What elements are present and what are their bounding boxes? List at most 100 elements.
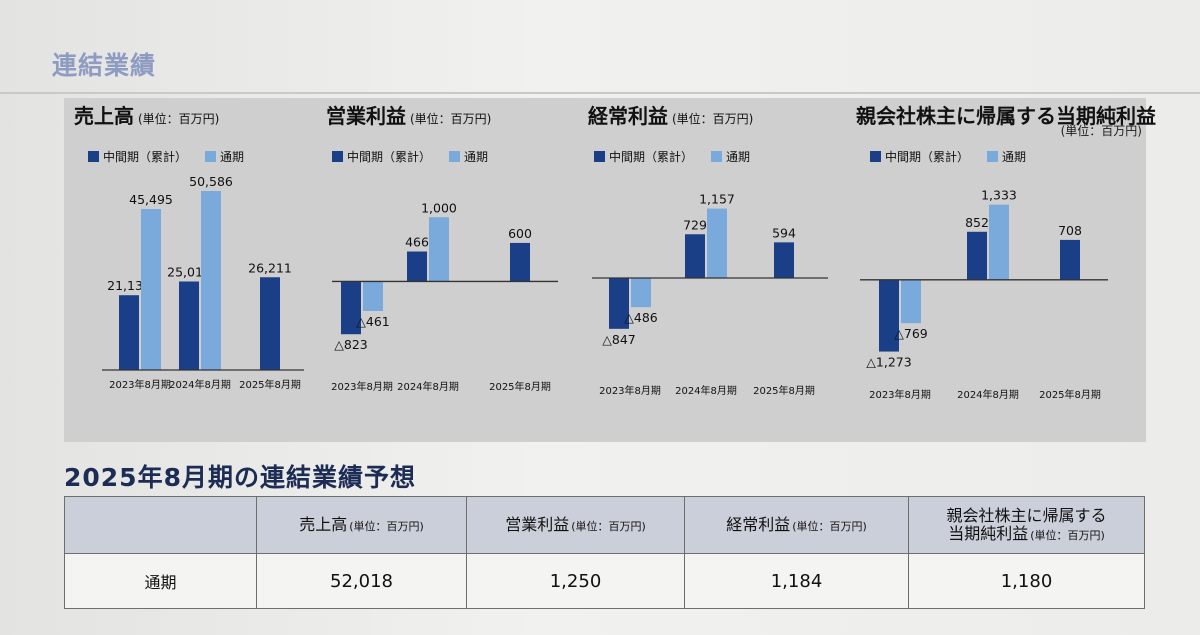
chart-title-text: 親会社株主に帰属する当期純利益 [856,104,1156,128]
data-label: 600 [508,226,532,241]
forecast-table: 売上高 (単位：百万円) 営業利益 (単位：百万円) 経常利益 (単位：百万円) 親会… [64,496,1145,609]
bar-interim-1 [967,231,987,280]
header-label: 親会社株主に帰属する [946,505,1107,525]
tick-label: 2024年8月期 [169,378,231,391]
section-title: 連結業績 [52,51,157,80]
table-header-operating-profit: 営業利益 (単位：百万円) [466,496,685,554]
chart-ordinary-profit: 経常利益 (単位：百万円) 中間期（累計） 通期 △847 △486 2023年8月期… [588,98,828,442]
data-label: 594 [772,225,796,240]
forecast-title: 2025年8月期の連結業績予想 [64,463,416,492]
chart-legend: 中間期（累計） 通期 [870,148,1026,165]
chart-plot: △1,273 △769 2023年8月期 852 1,333 2024年8月期 708 202… [860,188,1108,401]
data-label: 466 [405,235,429,250]
chart-title: 親会社株主に帰属する当期純利益 [856,100,1156,129]
tick-label: 2024年8月期 [957,388,1019,401]
tick-label: 2023年8月期 [599,384,661,397]
tick-label: 2023年8月期 [109,378,171,391]
tick-label: 2024年8月期 [397,380,459,393]
bar-interim-2 [260,277,280,370]
chart-title: 経常利益 (単位：百万円) [588,100,753,129]
legend-label-interim: 中間期（累計） [885,150,970,164]
table-cell-sales: 52,018 [256,553,467,609]
bar-interim-2 [1060,239,1080,280]
data-label: 50,586 [189,174,233,189]
table-header-sales: 売上高 (単位：百万円) [256,496,467,554]
chart-unit: (単位：百万円) [410,112,492,126]
data-label: 1,333 [981,188,1017,203]
data-label: 852 [965,215,989,230]
row-label: 通期 [64,553,257,609]
data-label: 26,211 [248,260,292,275]
bar-full-1 [201,191,221,370]
data-label: △486 [624,310,658,325]
data-label: △1,273 [866,355,911,370]
chart-title-text: 営業利益 [326,104,406,128]
data-label: 21,132 [107,278,151,293]
tick-label: 2023年8月期 [331,380,393,393]
header-unit: (単位：百万円) [1030,529,1105,542]
data-label: 25,014 [167,264,211,279]
tick-label: 2025年8月期 [1039,388,1101,401]
data-label: △769 [894,326,928,341]
header-unit: (単位：百万円) [792,519,867,533]
tick-label: 2023年8月期 [869,388,931,401]
chart-title: 営業利益 (単位：百万円) [326,100,491,129]
bar-interim-2 [510,242,530,282]
tick-label: 2025年8月期 [753,384,815,397]
header-unit: (単位：百万円) [349,519,424,533]
chart-title-text: 売上高 [74,104,134,128]
chart-unit: (単位：百万円) [1060,124,1142,138]
chart-sales: 売上高 (単位：百万円) 中間期（累計） 通期 21,132 45,495 2023年… [74,98,314,442]
table-cell-ordinary-profit: 1,184 [684,553,909,609]
data-label: 708 [1058,223,1082,238]
table-header-net-income: 親会社株主に帰属する 当期純利益 (単位：百万円) [908,496,1145,554]
legend-swatch-full [205,151,217,162]
legend-swatch-interim [332,151,343,162]
data-label: △823 [334,337,367,352]
legend-label-interim: 中間期（累計） [347,150,432,164]
data-label: △847 [602,332,635,347]
bar-full-0 [141,209,161,370]
bar-interim-1 [407,251,427,282]
chart-legend: 中間期（累計） 通期 [88,148,244,165]
tick-label: 2024年8月期 [675,384,737,397]
chart-plot: △823 △461 2023年8月期 466 1,000 2024年8月期 600 2025年… [331,200,558,393]
legend-label-full: 通期 [220,150,245,164]
chart-unit: (単位：百万円) [672,112,754,126]
chart-unit: (単位：百万円) [138,112,220,126]
legend-label-interim: 中間期（累計） [103,150,188,164]
table-header-ordinary-profit: 経常利益 (単位：百万円) [684,496,909,554]
data-label: 1,000 [421,200,457,215]
legend-label-full: 通期 [1002,150,1027,164]
bar-interim-0 [609,278,629,329]
data-label: 1,157 [699,192,735,207]
chart-legend: 中間期（累計） 通期 [594,148,750,165]
chart-net-income: 親会社株主に帰属する当期純利益 (単位：百万円) 中間期（累計） 通期 △1,2… [856,98,1156,442]
bar-full-1 [429,217,449,282]
header-label: 営業利益 [505,514,570,534]
bar-full-1 [989,204,1009,280]
data-label: 45,495 [129,192,173,207]
legend-swatch-interim [870,151,881,162]
header-label: 経常利益 [726,514,791,534]
chart-operating-profit: 営業利益 (単位：百万円) 中間期（累計） 通期 △823 △461 2023年8月期… [326,98,566,442]
bar-full-1 [707,208,727,278]
chart-plot: 21,132 45,495 2023年8月期 25,014 50,586 2024年8月期… [102,174,304,391]
bar-interim-0 [119,295,139,370]
bar-full-0 [631,278,651,308]
legend-swatch-full [987,151,999,162]
tick-label: 2025年8月期 [239,378,301,391]
data-label: 729 [683,217,707,232]
table-header-row: 売上高 (単位：百万円) 営業利益 (単位：百万円) 経常利益 (単位：百万円) 親会… [64,496,1145,554]
bar-full-0 [901,279,921,324]
table-cell-operating-profit: 1,250 [466,553,685,609]
header-unit: (単位：百万円) [571,519,646,533]
data-label: △461 [356,314,389,329]
chart-legend: 中間期（累計） 通期 [332,148,488,165]
chart-plot: △847 △486 2023年8月期 729 1,157 2024年8月期 594 2025年… [592,192,828,397]
table-row: 通期 52,018 1,250 1,184 1,180 [64,553,1145,609]
tick-label: 2025年8月期 [489,380,551,393]
legend-swatch-interim [594,151,605,162]
bar-interim-0 [879,279,899,352]
bar-interim-2 [774,242,794,278]
